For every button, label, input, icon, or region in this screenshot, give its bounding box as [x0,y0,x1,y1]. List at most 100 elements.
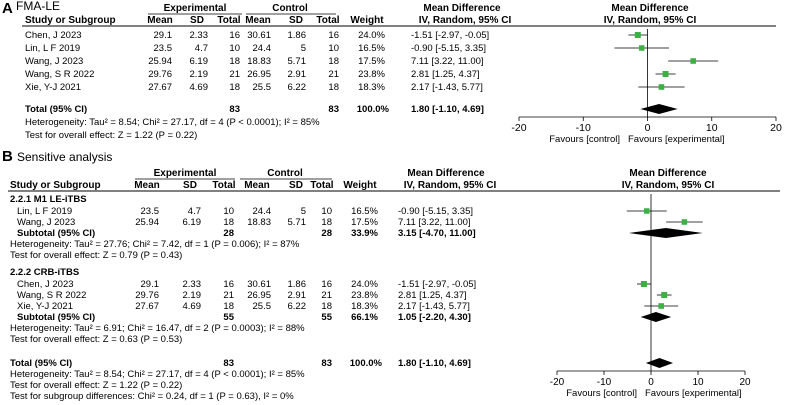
e-sd: 4.7 [195,43,208,54]
c-sd-header: SD [289,180,303,191]
e-mean: 25.94 [148,56,172,67]
e-mean-header: Mean [147,15,173,26]
panel-b: B Sensitive analysis Experimental Contro… [2,148,780,402]
subtotal-e-n: 55 [223,312,234,323]
md-header-ci: Mean Difference [407,168,485,179]
e-total: 21 [223,290,234,301]
e-mean: 23.5 [141,206,160,217]
subtotal-label: Subtotal (95% CI) [17,228,95,239]
pooled-diamond [645,358,674,368]
e-sd: 4.69 [183,301,202,312]
x-tick-label: -20 [511,122,526,134]
study-name: Xie, Y-J 2021 [25,82,81,93]
e-mean: 23.5 [154,43,173,54]
total-row: Total (95% CI) 83 83 100.0% 1.80 [-1.10,… [10,358,471,369]
study-row: Lin, L F 2019 23.5 4.7 10 24.4 5 10 16.5… [17,206,473,217]
control-header: Control [272,3,308,14]
study-col-header: Study or Subgroup [25,15,116,26]
weight: 18.3% [351,301,378,312]
study-row: Chen, J 2023 29.1 2.33 16 30.61 1.86 16 … [17,279,476,290]
ci-text: -1.51 [-2.97, -0.05] [411,30,489,41]
c-total: 10 [321,206,332,217]
heterogeneity-text: Heterogeneity: Tau² = 8.54; Chi² = 27.17… [10,369,305,380]
c-total: 18 [321,301,332,312]
subgroup-label: 2.2.2 CRB-iTBS [10,267,79,278]
c-mean: 25.5 [253,82,272,93]
e-total: 21 [229,69,240,80]
c-total-header: Total [310,180,333,191]
subtotal-ci-text: 1.05 [-2.20, 4.30] [398,312,471,323]
subtotal-ci-text: 3.15 [-4.70, 11.00] [398,228,476,239]
ci-text: 2.81 [1.25, 4.37] [411,69,480,80]
e-mean: 25.94 [135,217,159,228]
c-total: 16 [328,30,339,41]
c-mean: 30.61 [247,30,271,41]
e-mean: 29.76 [135,290,159,301]
c-total: 21 [328,69,339,80]
md-sub-header-ci: IV, Random, 95% CI [419,15,512,26]
effect-marker [640,281,647,287]
weight: 24.0% [358,30,385,41]
weight: 16.5% [358,43,385,54]
c-mean-header: Mean [245,15,271,26]
e-mean-header: Mean [134,180,160,191]
x-tick-label: 20 [770,122,782,134]
c-sd: 6.22 [288,82,307,93]
study-name: Wang, S R 2022 [25,69,94,80]
panel-b-label: B [2,148,13,165]
subtotal-c-n: 28 [321,228,332,239]
study-row: Wang, S R 2022 29.76 2.19 21 26.95 2.91 … [25,69,480,80]
c-mean: 30.61 [247,279,271,290]
study-row: Wang, J 2023 25.94 6.19 18 18.83 5.71 18… [25,56,484,67]
c-total: 10 [328,43,339,54]
total-c-n: 83 [321,358,332,369]
total-row: Total (95% CI) 83 83 100.0% 1.80 [-1.10,… [25,104,484,115]
c-total: 18 [328,56,339,67]
x-tick-label: 10 [692,377,704,388]
panel-a: A FMA-LE Experimental Control Mean Diffe… [2,0,782,145]
c-mean: 25.5 [253,301,272,312]
ci-text: 2.81 [1.25, 4.37] [398,290,467,301]
ci-text: 7.11 [3.22, 11.00] [411,56,484,67]
e-total-header: Total [217,15,240,26]
total-ci-text: 1.80 [-1.10, 4.69] [398,358,471,369]
effect-marker [662,71,669,77]
e-sd: 4.7 [188,206,201,217]
effect-marker [644,208,650,214]
effect-marker [638,45,645,51]
pooled-diamond [640,104,678,114]
c-mean-header: Mean [244,180,270,191]
favours-control-label: Favours [control] [566,388,637,399]
c-mean: 18.83 [247,217,271,228]
forest-plot-a: -20 -10 0 10 20 [511,29,782,134]
subtotal-label: Subtotal (95% CI) [17,312,95,323]
md-sub-header-ci: IV, Random, 95% CI [404,180,497,191]
study-col-header: Study or Subgroup [10,180,101,191]
c-mean: 26.95 [247,69,271,80]
x-tick-label: 0 [648,377,654,388]
effect-marker [658,84,665,90]
total-label: Total (95% CI) [25,104,87,115]
c-sd: 5 [301,206,306,217]
e-sd: 6.19 [190,56,209,67]
study-row: Chen, J 2023 29.1 2.33 16 30.61 1.86 16 … [25,30,489,41]
subgroup-overall-effect: Test for overall effect: Z = 0.79 (P = 0… [10,250,182,261]
c-sd: 5.71 [288,56,307,67]
total-e-n: 83 [229,104,240,115]
e-total: 10 [229,43,240,54]
e-sd: 2.33 [190,30,209,41]
c-mean: 24.4 [253,43,272,54]
c-sd: 6.22 [288,301,307,312]
total-label: Total (95% CI) [10,358,72,369]
panel-a-title: FMA-LE [16,0,60,13]
x-tick-label: -10 [597,377,612,388]
e-sd: 2.19 [183,290,202,301]
md-header-ci: Mean Difference [423,3,501,14]
ci-text: 2.17 [-1.43, 5.77] [411,82,483,93]
forest-plot-b: -20 -10 0 10 20 [550,194,751,388]
pooled-diamond [628,228,703,238]
e-sd: 6.19 [183,217,202,228]
c-sd: 1.86 [288,279,307,290]
effect-marker [634,32,641,38]
